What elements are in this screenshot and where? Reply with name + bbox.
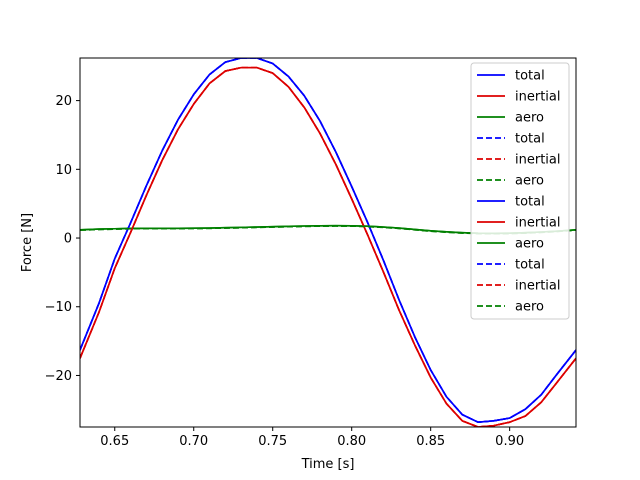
x-tick-label: 0.75	[258, 434, 287, 449]
y-tick-label: 0	[64, 232, 72, 247]
legend-label-inertial: inertial	[515, 90, 560, 105]
legend-label-aero: aero	[515, 237, 544, 252]
legend-label-aero: aero	[515, 174, 544, 189]
x-axis-label: Time [s]	[301, 457, 355, 472]
y-tick-label: −10	[45, 300, 72, 315]
legend-label-aero: aero	[515, 300, 544, 315]
series-layer	[80, 58, 576, 427]
y-tick-label: −20	[45, 369, 72, 384]
legend-label-inertial: inertial	[515, 279, 560, 294]
x-tick-label: 0.65	[100, 434, 129, 449]
legend-label-total: total	[515, 195, 545, 210]
series-line-total-10	[80, 58, 576, 423]
x-axis-ticks: 0.65 0.70 0.75 0.80 0.85 0.90	[100, 427, 524, 449]
legend-label-inertial: inertial	[515, 153, 560, 168]
y-axis-label: Force [N]	[20, 213, 35, 272]
x-tick-label: 0.85	[416, 434, 445, 449]
legend-box	[470, 62, 570, 320]
legend-label-total: total	[515, 69, 545, 84]
legend: total inertial aero total inertial aero total i…	[470, 62, 570, 320]
legend-label-total: total	[515, 258, 545, 273]
y-tick-label: 10	[55, 163, 72, 178]
y-tick-label: 20	[55, 94, 72, 109]
x-tick-label: 0.70	[179, 434, 208, 449]
series-line-aero-12	[80, 225, 576, 235]
x-tick-label: 0.90	[495, 434, 524, 449]
series-line-inertial-11	[80, 66, 576, 427]
legend-label-total: total	[515, 132, 545, 147]
legend-label-aero: aero	[515, 111, 544, 126]
y-axis-ticks: −20 −10 0 10 20	[45, 94, 80, 384]
plot-frame	[79, 57, 577, 428]
x-tick-label: 0.80	[337, 434, 366, 449]
legend-label-inertial: inertial	[515, 216, 560, 231]
